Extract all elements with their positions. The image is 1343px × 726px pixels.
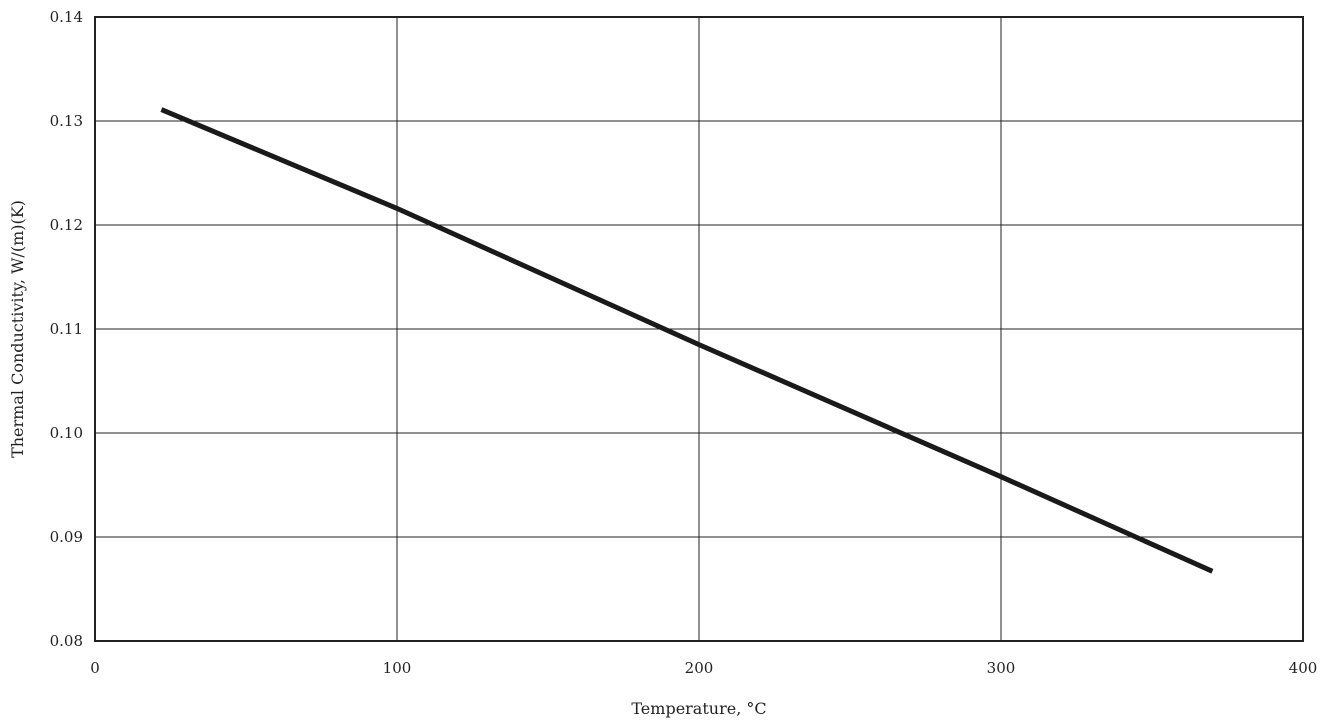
x-tick-label: 0 bbox=[90, 659, 100, 677]
y-axis-label: Thermal Conductivity, W/(m)(K) bbox=[8, 200, 27, 458]
x-tick-label: 200 bbox=[685, 659, 714, 677]
x-tick-label: 300 bbox=[987, 659, 1016, 677]
y-tick-label: 0.10 bbox=[50, 424, 83, 442]
grid-layer bbox=[95, 17, 1303, 641]
x-axis-ticks: 0 100 200 300 400 bbox=[90, 659, 1317, 677]
y-axis-ticks: 0.08 0.09 0.10 0.11 0.12 0.13 0.14 bbox=[50, 8, 83, 650]
thermal-conductivity-line bbox=[160, 107, 1214, 574]
y-tick-label: 0.09 bbox=[50, 528, 83, 546]
y-tick-label: 0.12 bbox=[50, 216, 83, 234]
x-axis-label: Temperature, °C bbox=[631, 699, 766, 718]
y-tick-label: 0.14 bbox=[50, 8, 83, 26]
y-tick-label: 0.11 bbox=[50, 320, 83, 338]
y-tick-label: 0.08 bbox=[50, 632, 83, 650]
x-tick-label: 400 bbox=[1289, 659, 1318, 677]
series-layer bbox=[160, 107, 1214, 574]
y-tick-label: 0.13 bbox=[50, 112, 83, 130]
x-tick-label: 100 bbox=[383, 659, 412, 677]
plot-area-frame bbox=[94, 16, 1304, 642]
